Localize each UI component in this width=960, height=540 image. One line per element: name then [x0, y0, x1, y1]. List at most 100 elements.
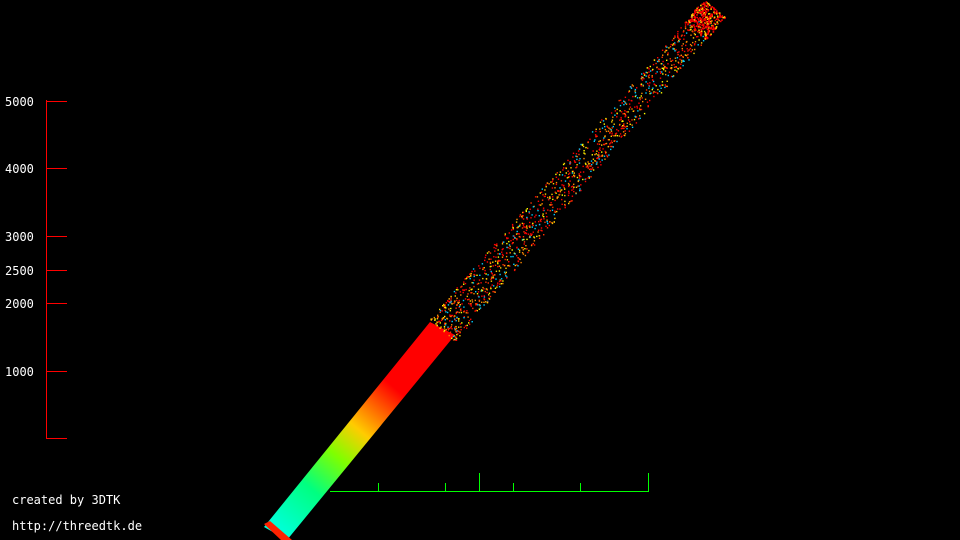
cloud-point — [616, 116, 618, 118]
cloud-point — [569, 163, 571, 165]
cloud-point — [578, 179, 580, 181]
cloud-point — [489, 262, 492, 265]
cloud-point — [502, 248, 504, 250]
cloud-point — [623, 124, 625, 126]
cloud-point — [492, 261, 494, 263]
cloud-point — [483, 288, 485, 290]
cloud-point — [675, 66, 677, 69]
cloud-point — [580, 184, 582, 186]
cloud-point — [681, 49, 684, 52]
cloud-point — [693, 52, 695, 55]
cloud-point — [676, 71, 678, 73]
cloud-point — [687, 57, 689, 59]
cloud-point — [595, 136, 597, 138]
cloud-point — [570, 200, 572, 202]
cloud-point — [468, 302, 470, 305]
cloud-point — [537, 229, 540, 231]
cloud-point — [538, 235, 540, 237]
cloud-point — [491, 284, 493, 286]
cloud-point — [449, 315, 451, 317]
cloud-point — [680, 54, 682, 56]
cloud-point — [538, 204, 541, 206]
cloud-point — [631, 126, 634, 128]
cloud-point — [650, 92, 652, 94]
cloud-point — [644, 98, 647, 100]
cloud-point — [640, 83, 643, 85]
cloud-point — [450, 334, 452, 336]
cloud-point — [476, 274, 478, 276]
cloud-point — [673, 66, 676, 68]
cloud-point — [680, 63, 682, 65]
cloud-point — [647, 105, 649, 108]
cloud-point — [664, 51, 666, 53]
cloud-point — [470, 305, 472, 307]
cloud-point — [694, 10, 696, 12]
cloud-point — [454, 329, 457, 331]
cloud-point — [681, 45, 683, 47]
cloud-point — [678, 39, 680, 42]
cloud-point — [459, 331, 461, 334]
cloud-point — [571, 176, 573, 178]
cloud-point — [649, 65, 651, 68]
cloud-point — [435, 323, 437, 325]
cloud-point — [564, 175, 566, 177]
cloud-point — [715, 18, 718, 20]
cloud-point — [712, 31, 715, 33]
cloud-point — [536, 235, 538, 238]
cloud-point — [549, 210, 551, 212]
cloud-point — [620, 127, 622, 130]
cloud-point — [468, 289, 470, 292]
cloud-point — [695, 25, 698, 27]
cloud-point — [684, 54, 687, 56]
cloud-point — [496, 260, 499, 262]
cloud-point — [498, 260, 500, 262]
cloud-point — [628, 130, 631, 132]
cloud-point — [575, 167, 577, 169]
cloud-point — [716, 21, 718, 23]
cloud-point — [596, 161, 598, 163]
cloud-point — [548, 224, 550, 227]
cloud-point — [699, 9, 701, 11]
cloud-point — [516, 264, 518, 266]
cloud-point — [509, 252, 511, 254]
cloud-point — [499, 253, 501, 255]
cloud-point — [665, 73, 667, 76]
cloud-point — [623, 134, 625, 136]
cloud-point — [531, 214, 533, 216]
cloud-point — [517, 265, 519, 267]
cloud-point — [522, 224, 525, 226]
cloud-point — [616, 108, 618, 111]
cloud-point — [680, 27, 682, 29]
cloud-point — [587, 147, 589, 149]
cloud-point — [457, 289, 459, 291]
cloud-point — [577, 185, 579, 187]
cloud-point — [450, 315, 452, 318]
cloud-point — [628, 91, 630, 93]
cloud-point — [529, 226, 531, 228]
cloud-point — [591, 168, 593, 171]
cloud-point — [664, 84, 666, 86]
cloud-point — [592, 169, 595, 171]
cloud-point — [453, 300, 456, 302]
cloud-point — [521, 252, 524, 254]
cloud-point — [430, 318, 432, 320]
cloud-point — [552, 198, 554, 201]
v-tick-label-5000: 5000 — [5, 95, 34, 109]
cloud-point — [488, 294, 490, 296]
cloud-point — [567, 182, 570, 185]
cloud-point — [522, 211, 524, 214]
cloud-point — [556, 196, 558, 198]
cloud-point — [444, 304, 446, 306]
cloud-point — [648, 71, 650, 73]
cloud-point — [702, 35, 704, 38]
cloud-point — [452, 335, 455, 338]
cloud-point — [533, 236, 535, 238]
cloud-point — [701, 14, 703, 17]
cloud-point — [598, 140, 600, 143]
cloud-point — [554, 187, 556, 189]
cloud-point — [652, 68, 654, 71]
cloud-point — [599, 130, 601, 133]
cloud-point — [505, 255, 508, 258]
